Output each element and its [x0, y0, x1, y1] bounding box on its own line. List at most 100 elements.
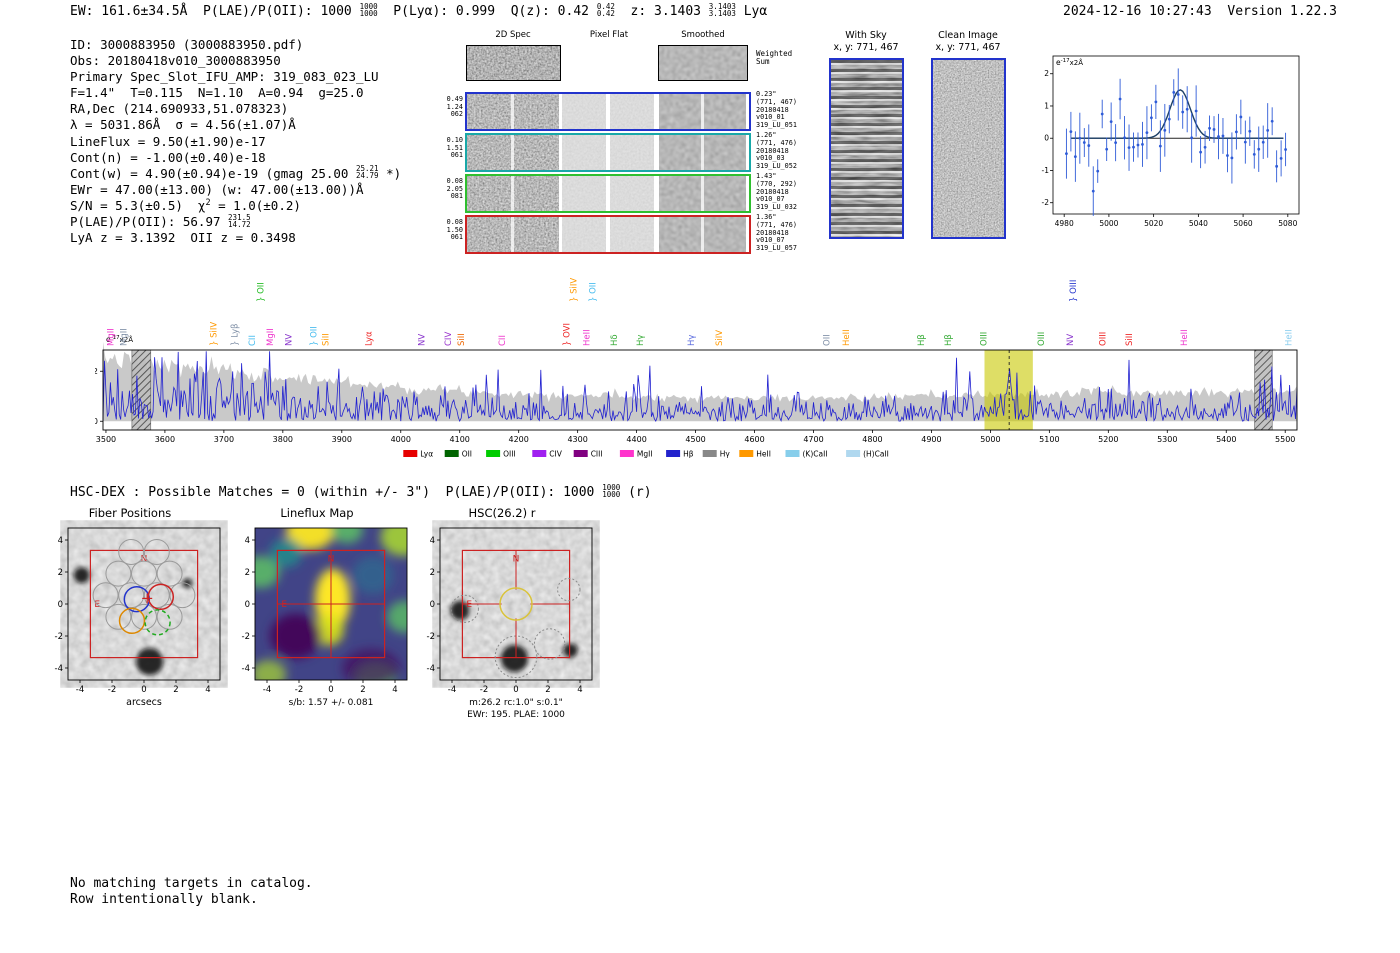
- svg-text:4900: 4900: [921, 435, 941, 444]
- svg-text:3900: 3900: [332, 435, 352, 444]
- spec2d-row-weights: 0.49 1.24 062: [446, 95, 463, 119]
- svg-text:4: 4: [58, 536, 63, 546]
- svg-text:} OII: } OII: [588, 282, 598, 302]
- svg-text:2: 2: [360, 685, 365, 695]
- svg-text:1: 1: [1044, 101, 1049, 110]
- svg-text:MgII: MgII: [107, 328, 117, 346]
- svg-text:5400: 5400: [1216, 435, 1236, 444]
- svg-text:SiII: SiII: [1125, 333, 1135, 346]
- info-line: Obs: 20180418v010_3000883950: [70, 53, 281, 69]
- withsky-coords: x, y: 771, 467: [833, 42, 899, 53]
- pixelflat-cutout: [562, 217, 654, 252]
- svg-text:} SiIV: } SiIV: [570, 278, 580, 302]
- svg-text:Hδ: Hδ: [610, 334, 620, 346]
- svg-text:Lyα: Lyα: [364, 331, 374, 346]
- detection-info-block: ID: 3000883950 (3000883950.pdf) Obs: 2018…: [70, 37, 401, 246]
- compass-e: E: [466, 600, 472, 610]
- svg-text:Hβ: Hβ: [944, 334, 954, 346]
- svg-text:-2: -2: [295, 685, 303, 695]
- trace-center-line: [700, 217, 704, 252]
- withsky-image: [828, 58, 904, 239]
- info-line: S/N = 5.3(±0.5) χ2 = 1.0(±0.2): [70, 197, 301, 213]
- svg-text:(K)CaII: (K)CaII: [803, 450, 828, 459]
- trace-center-line: [700, 176, 704, 211]
- version-label: Version 1.22.3: [1227, 4, 1337, 19]
- svg-text:OII: OII: [462, 450, 472, 459]
- hsc-caption-2: EWr: 195. PLAE: 1000: [467, 710, 565, 720]
- svg-text:-4: -4: [427, 664, 435, 674]
- target-aperture: [499, 587, 533, 621]
- svg-text:} OIII: } OIII: [1069, 280, 1079, 302]
- svg-text:Hγ: Hγ: [687, 335, 697, 346]
- svg-text:2: 2: [58, 568, 63, 578]
- svg-text:3500: 3500: [96, 435, 116, 444]
- svg-text:SiIV: SiIV: [715, 330, 725, 346]
- svg-text:CII: CII: [498, 335, 508, 346]
- svg-text:4800: 4800: [862, 435, 882, 444]
- info-line: EWr = 47.00(±13.00) (w: 47.00(±13.00))Å: [70, 181, 364, 197]
- footer-line-2: Row intentionally blank.: [70, 891, 258, 907]
- svg-text:OIII: OIII: [1098, 332, 1108, 346]
- trace-center-line: [511, 94, 514, 129]
- svg-text:-2: -2: [242, 632, 250, 642]
- flux-blobs: [255, 528, 407, 680]
- cutout-axis-ticks: -4 -4 -2 -2 0 0 2 2 4 4: [427, 536, 583, 695]
- clean-image: [930, 58, 1006, 239]
- svg-text:HeII: HeII: [1285, 329, 1295, 346]
- svg-text:} SiIV: } SiIV: [209, 322, 219, 346]
- cleanimage-panel: Clean Image x, y: 771, 467: [922, 30, 1014, 239]
- dark-sources: [73, 567, 192, 676]
- cleanimage-coords: x, y: 771, 467: [935, 42, 1001, 53]
- svg-text:5060: 5060: [1234, 219, 1253, 228]
- spec2d-row-weights: 0.08 1.50 061: [446, 218, 463, 242]
- info-line: Primary Spec_Slot_IFU_AMP: 319_083_023_L…: [70, 69, 379, 85]
- timestamp: 2024-12-16 10:27:43: [1063, 4, 1212, 19]
- svg-text:-4: -4: [448, 685, 456, 695]
- svg-text:5500: 5500: [1275, 435, 1295, 444]
- svg-text:e-17x2Å: e-17x2Å: [106, 335, 133, 344]
- trace-center-line: [606, 217, 610, 252]
- svg-text:Hγ: Hγ: [720, 450, 731, 459]
- svg-text:-1: -1: [1042, 166, 1050, 175]
- svg-text:CIV: CIV: [549, 450, 562, 459]
- full-spectrum-chart: 0 2 3500 3600 3700 3800 3900 4000 4100 4200 4300 44…: [95, 278, 1298, 459]
- svg-text:NV: NV: [285, 334, 295, 346]
- svg-text:MgII: MgII: [120, 328, 130, 346]
- spec2d-cutout: [467, 135, 559, 170]
- trace-center-line: [511, 217, 514, 252]
- svg-text:4300: 4300: [567, 435, 587, 444]
- info-line: λ = 5031.86Å σ = 4.56(±1.07)Å: [70, 117, 296, 133]
- flux-caption: s/b: 1.57 +/- 0.081: [289, 698, 374, 708]
- trace-center-line: [606, 135, 610, 170]
- cutout-axis-ticks: -4 -4 -2 -2 0 0 2 2 4 4: [242, 536, 398, 695]
- footer-notes: No matching targets in catalog. Row inte…: [70, 876, 313, 907]
- info-line: LineFlux = 9.50(±1.90)e-17: [70, 133, 266, 149]
- spec2d-row-weights: 0.08 2.05 081: [446, 177, 463, 201]
- svg-text:5000: 5000: [980, 435, 1000, 444]
- smoothed-cutout: [659, 176, 746, 211]
- svg-text:-2: -2: [55, 632, 63, 642]
- info-line: LyA z = 3.1392 OII z = 0.3498: [70, 230, 296, 246]
- svg-text:-2: -2: [427, 632, 435, 642]
- spec2d-col-header: 2D Spec: [495, 30, 531, 40]
- svg-text:OIII: OIII: [979, 332, 989, 346]
- svg-text:4000: 4000: [391, 435, 411, 444]
- svg-text:4: 4: [577, 685, 582, 695]
- svg-text:CIII: CIII: [591, 450, 603, 459]
- spectrum-line: [102, 351, 1298, 423]
- svg-text:CIV: CIV: [444, 332, 454, 346]
- svg-text:4: 4: [430, 536, 435, 546]
- svg-text:2: 2: [245, 568, 250, 578]
- svg-text:HeII: HeII: [1180, 329, 1190, 346]
- info-line: P(LAE)/P(OII): 56.97 231.5 14.72: [70, 212, 251, 230]
- svg-text:-4: -4: [76, 685, 84, 695]
- svg-text:0: 0: [58, 600, 63, 610]
- sky-stripes-overlay: [830, 60, 902, 237]
- spec2d-row-annotation: 1.26" (771, 476) 20180418 v010_03 319_LU…: [756, 131, 797, 171]
- info-line: ID: 3000883950 (3000883950.pdf): [70, 37, 304, 52]
- spec2d-col-header: Pixel Flat: [589, 30, 629, 40]
- svg-text:Hβ: Hβ: [917, 334, 927, 346]
- spectrum-legend: Lyα OII OIII CIV CIII MgII Hβ Hγ HeII (K)CaII (H)C…: [403, 450, 889, 459]
